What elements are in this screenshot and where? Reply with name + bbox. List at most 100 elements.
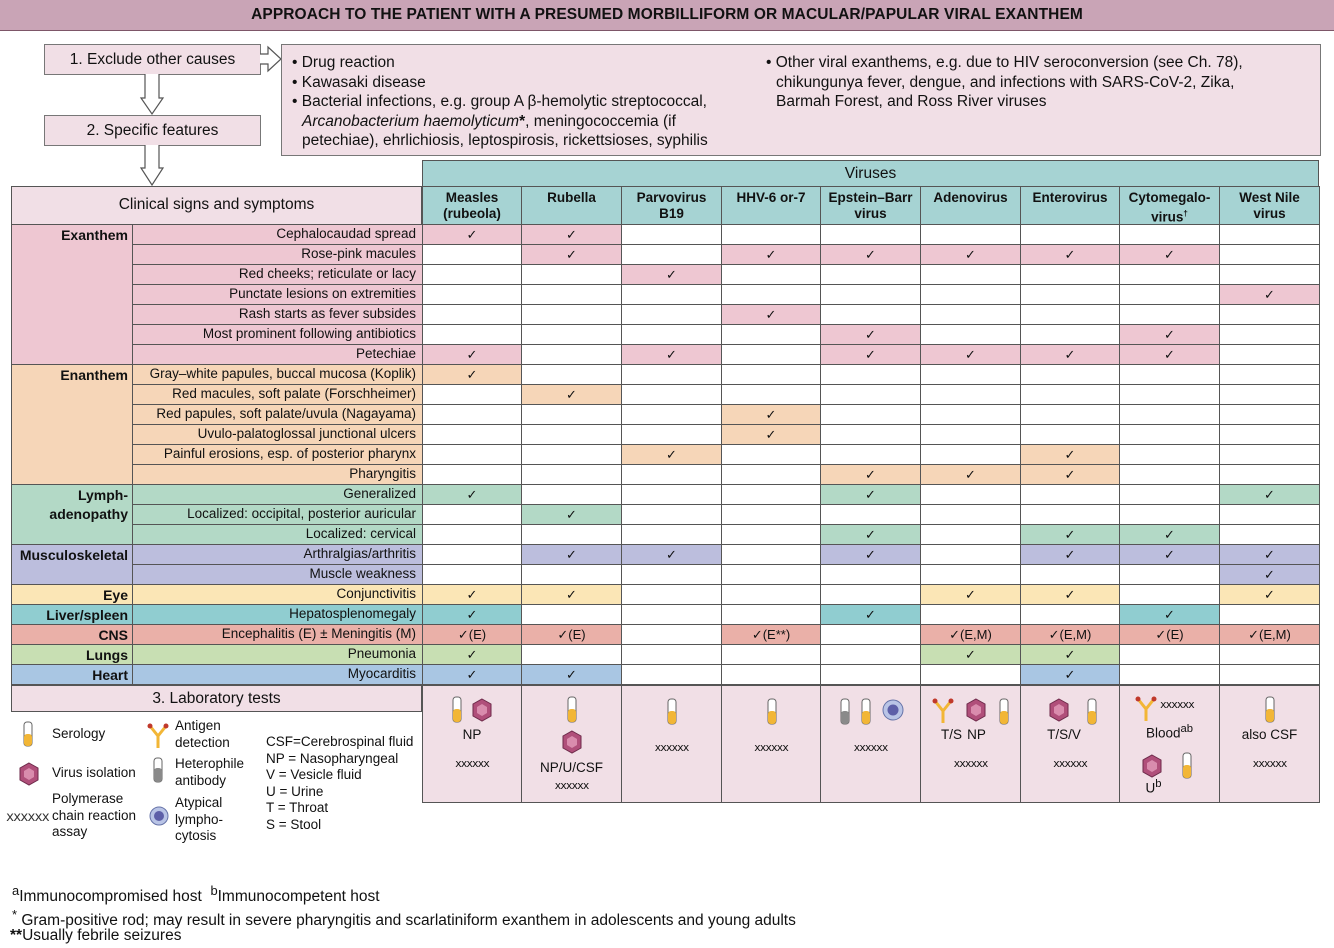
- check-cell: [1219, 444, 1320, 465]
- step-exclude-label: 1. Exclude other causes: [69, 50, 236, 68]
- check-cell: [721, 284, 821, 305]
- sign-row: Localized: cervical: [132, 524, 423, 545]
- check-cell: [422, 244, 522, 265]
- sign-row: Punctate lesions on extremities: [132, 284, 423, 305]
- check-cell: [521, 464, 622, 485]
- check-cell: [1020, 304, 1120, 325]
- lab-text: Bloodab: [1145, 723, 1194, 741]
- check-cell: [1020, 504, 1120, 525]
- footnote-ab: aImmunocompromised host bImmunocompetent…: [12, 883, 380, 906]
- pcr-symbol: xxxxxx: [853, 741, 889, 754]
- page-title: APPROACH TO THE PATIENT WITH A PRESUMED …: [0, 0, 1334, 31]
- check-cell: [721, 664, 821, 685]
- check-cell: ✓(E**): [721, 624, 821, 645]
- check-cell: [621, 584, 722, 605]
- antigen-icon: [147, 723, 169, 748]
- footnote-dstar: **Usually febrile seizures: [10, 927, 181, 945]
- check-cell: [920, 364, 1021, 385]
- check-cell: [1219, 364, 1320, 385]
- check-cell: [1119, 384, 1220, 405]
- sign-row: Conjunctivitis: [132, 584, 423, 605]
- check-cell: [422, 444, 522, 465]
- check-cell: ✓: [1119, 244, 1220, 265]
- check-cell: [521, 424, 622, 445]
- check-cell: ✓: [1119, 604, 1220, 625]
- check-cell: [621, 404, 722, 425]
- check-cell: [422, 524, 522, 545]
- check-cell: [1219, 384, 1320, 405]
- exclude-item: • Bacterial infections, e.g. group A β-h…: [292, 93, 708, 149]
- heterophile-icon: [153, 757, 163, 783]
- check-cell: [621, 284, 722, 305]
- sign-row: Red macules, soft palate (Forschheimer): [132, 384, 423, 405]
- check-cell: [721, 484, 821, 505]
- check-cell: ✓: [920, 244, 1021, 265]
- check-cell: [422, 544, 522, 565]
- check-cell: ✓(E): [422, 624, 522, 645]
- check-cell: ✓: [820, 344, 921, 365]
- virus-icon: [1142, 754, 1162, 778]
- check-cell: [1020, 264, 1120, 285]
- check-cell: [920, 424, 1021, 445]
- check-cell: ✓: [820, 524, 921, 545]
- sign-row: Hepatosplenomegaly: [132, 604, 423, 625]
- check-cell: [721, 444, 821, 465]
- step-features-box: 2. Specific features: [44, 115, 261, 146]
- check-cell: [1020, 424, 1120, 445]
- footnote-star-ref: *: [519, 112, 526, 130]
- check-cell: [422, 324, 522, 345]
- check-cell: [721, 644, 821, 665]
- legend-pcr: Polymerase chain reaction assay: [52, 791, 137, 839]
- check-cell: [621, 564, 722, 585]
- check-cell: [920, 524, 1021, 545]
- legend-serology: Serology: [52, 726, 106, 741]
- sign-row: Most prominent following antibiotics: [132, 324, 423, 345]
- abbrev: CSF=Cerebrospinal fluid: [266, 734, 414, 749]
- lab-cell-7: xxxxxx Bloodab Ub: [1119, 685, 1220, 803]
- check-cell: [820, 304, 921, 325]
- signs-header: Clinical signs and symptoms: [11, 186, 422, 225]
- lab-cell-8: also CSF xxxxxx: [1219, 685, 1320, 803]
- sign-row: Gray–white papules, buccal mucosa (Kopli…: [132, 364, 423, 385]
- virus-header-6: Enterovirus: [1020, 186, 1120, 225]
- check-cell: [1219, 244, 1320, 265]
- check-cell: [521, 284, 622, 305]
- check-cell: [1020, 384, 1120, 405]
- lab-cell-1: NP/U/CSF xxxxxx: [521, 685, 622, 803]
- viruses-header: Viruses: [422, 160, 1319, 187]
- check-cell: [1119, 444, 1220, 465]
- arrow-down-1: [139, 74, 165, 116]
- check-cell: [1020, 224, 1120, 245]
- pcr-symbol: xxxxxx: [1252, 757, 1288, 770]
- check-cell: [422, 384, 522, 405]
- check-cell: [521, 344, 622, 365]
- check-cell: [1119, 504, 1220, 525]
- check-cell: ✓: [1119, 544, 1220, 565]
- check-cell: ✓(E): [1119, 624, 1220, 645]
- check-cell: [521, 364, 622, 385]
- check-cell: [920, 324, 1021, 345]
- serology-icon: [1087, 698, 1097, 725]
- lab-cell-5: T/S NP xxxxxx: [920, 685, 1021, 803]
- check-cell: ✓: [1020, 664, 1120, 685]
- check-cell: ✓: [920, 344, 1021, 365]
- legend-heterophile: Heterophile antibody: [175, 756, 245, 788]
- check-cell: [521, 264, 622, 285]
- check-cell: [1020, 564, 1120, 585]
- check-cell: ✓: [1219, 484, 1320, 505]
- check-cell: ✓: [1119, 344, 1220, 365]
- sign-row: Pharyngitis: [132, 464, 423, 485]
- check-cell: [521, 564, 622, 585]
- atypical-lymphocytosis-icon: [149, 806, 169, 826]
- pcr-symbol: xxxxxx: [1160, 698, 1195, 711]
- lab-text: Ub: [1145, 778, 1162, 796]
- sign-row: Arthralgias/arthritis: [132, 544, 423, 565]
- category-2: Lymph-adenopathy: [11, 484, 133, 545]
- footnote-star-mark: *: [12, 907, 18, 922]
- footnote-dstar-text: Usually febrile seizures: [22, 927, 182, 944]
- virus-header-5: Adenovirus: [920, 186, 1021, 225]
- check-cell: [721, 384, 821, 405]
- check-cell: ✓(E): [521, 624, 622, 645]
- virus-header-3: HHV-6 or-7: [721, 186, 821, 225]
